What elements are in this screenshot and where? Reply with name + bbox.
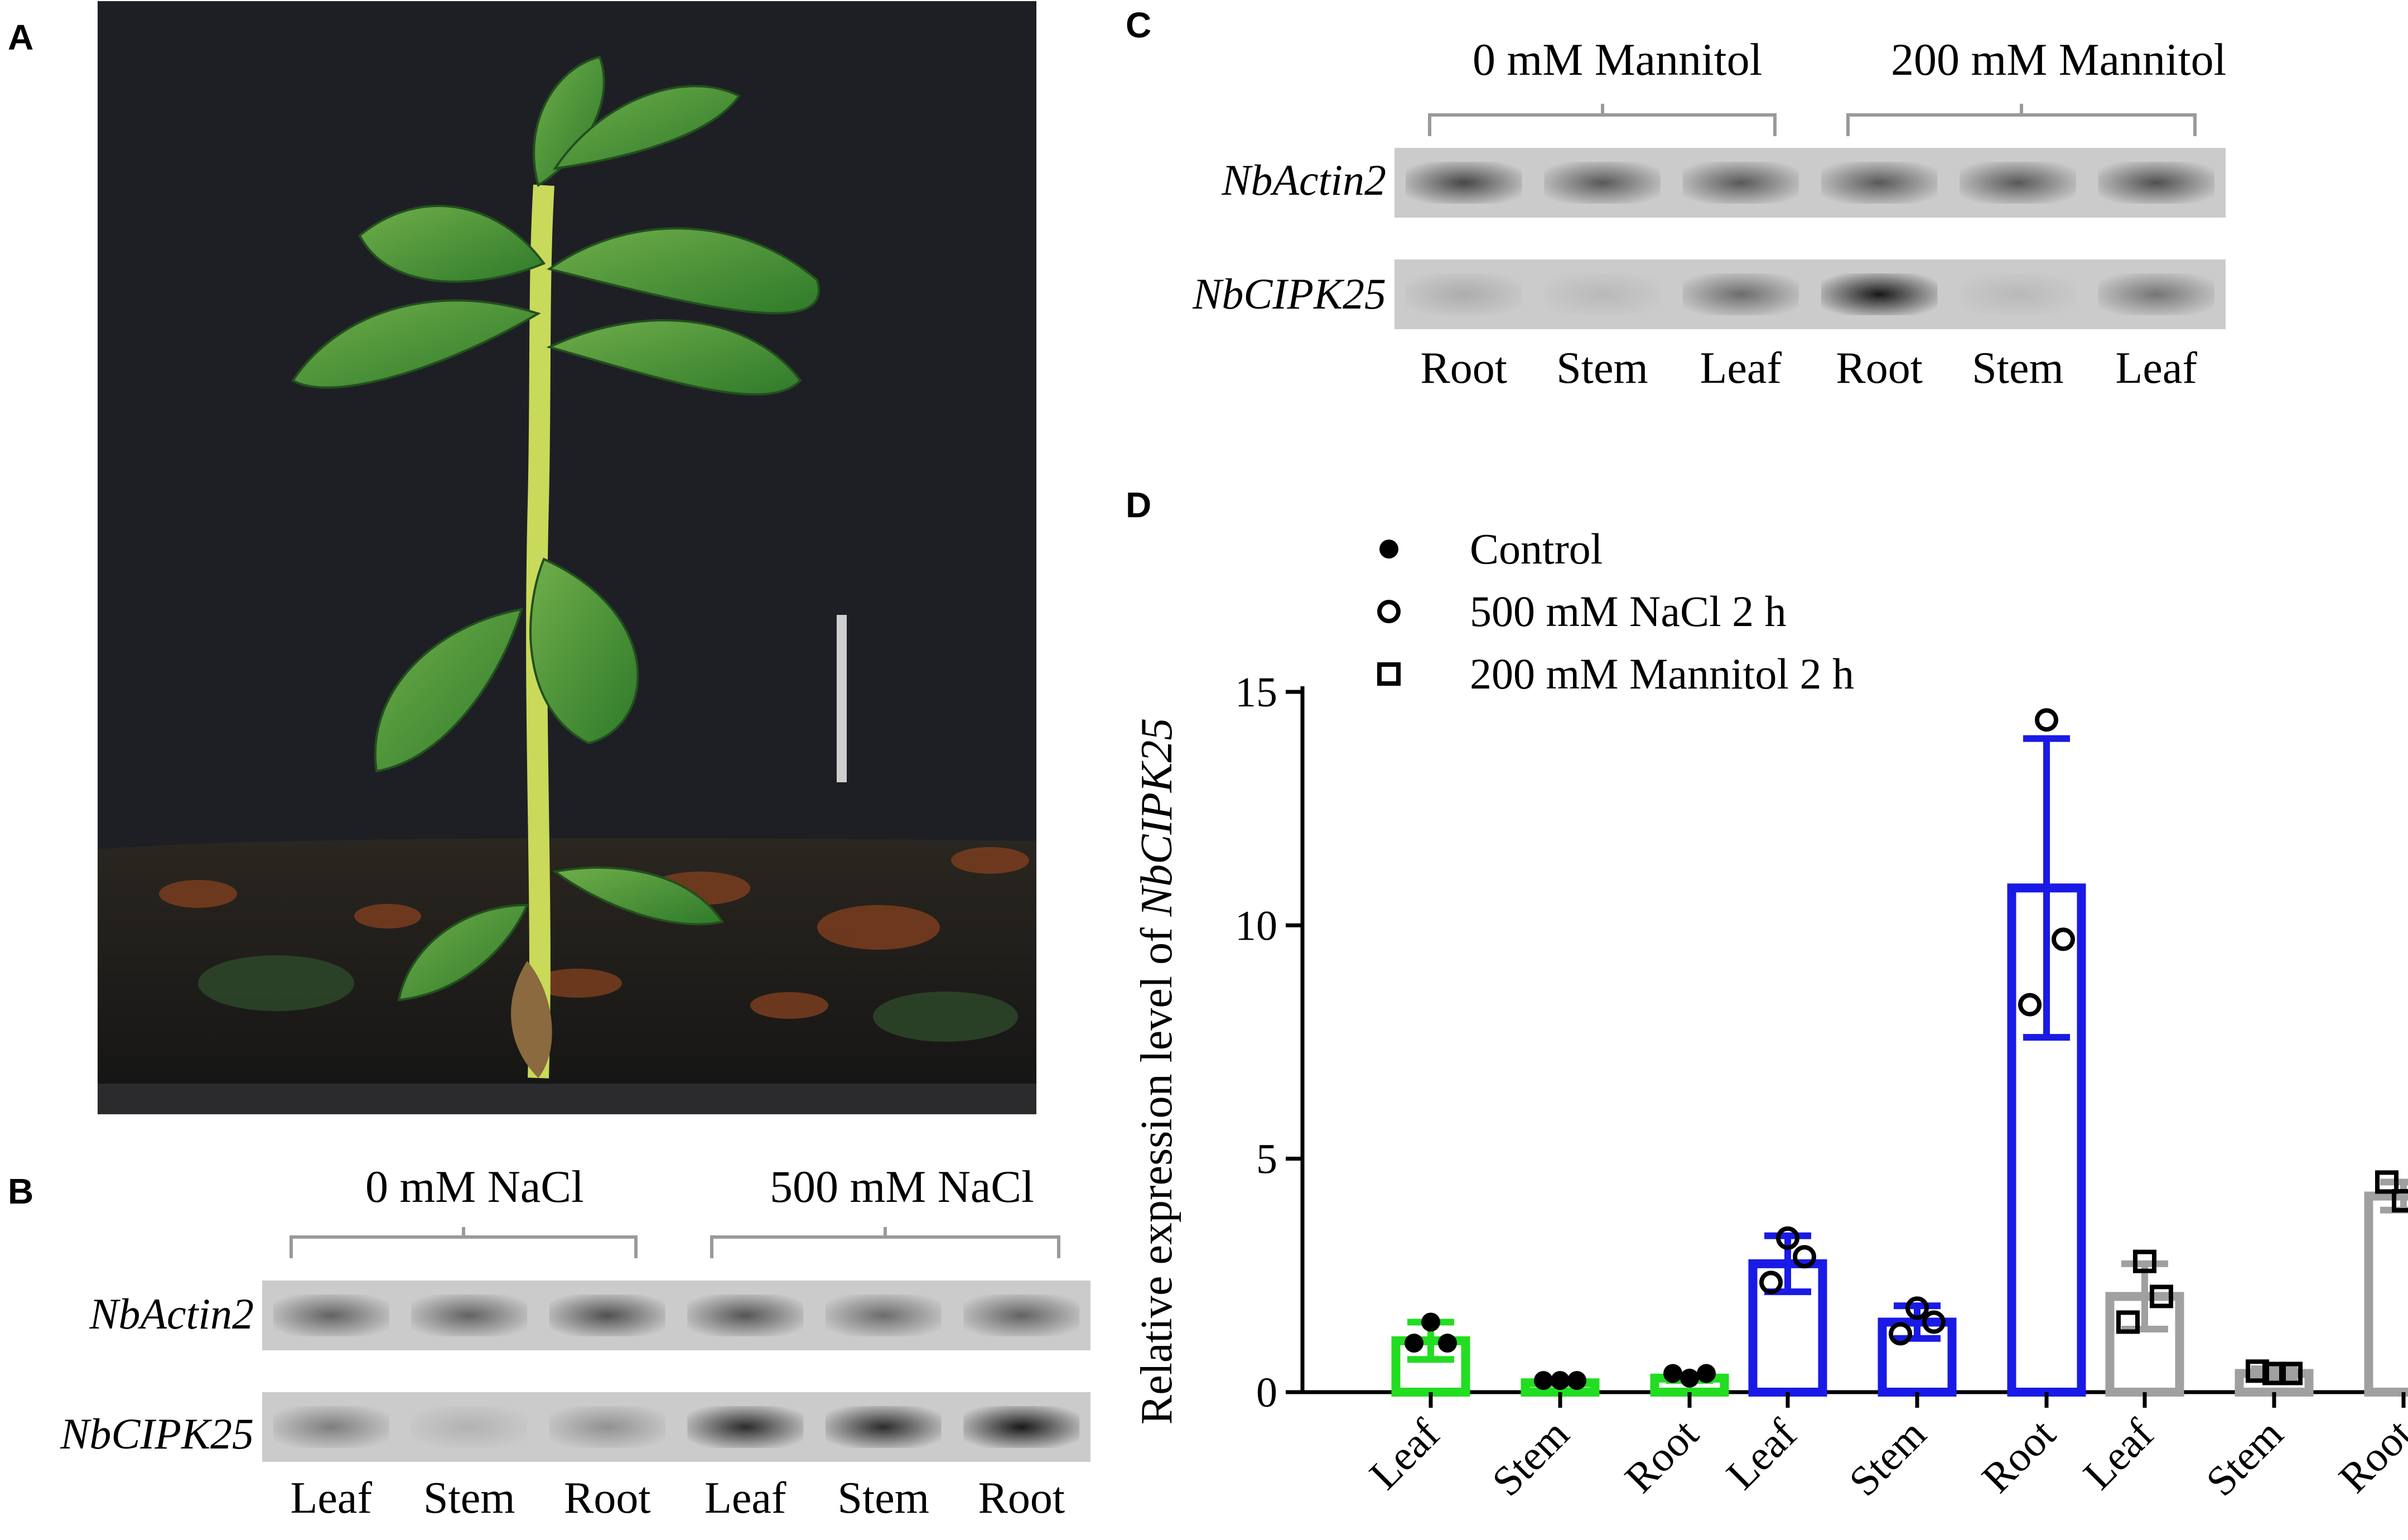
gel-image-c — [1394, 148, 2226, 332]
lane-label: Stem — [814, 1473, 953, 1524]
y-tick-label: 10 — [1235, 902, 1277, 949]
condition-label-c-1: 200 mM Mannitol — [1891, 33, 2226, 86]
x-tick-label: Leaf — [1360, 1410, 1449, 1498]
gel-band — [687, 1406, 803, 1448]
data-point — [1534, 1371, 1553, 1390]
condition-label-b-1: 500 mM NaCl — [770, 1161, 1034, 1213]
lane-label: Stem — [1533, 343, 1671, 394]
x-tick-label: Root — [2330, 1411, 2408, 1502]
gel-band — [1406, 162, 1522, 204]
gel-band — [273, 1294, 389, 1336]
gel-band — [963, 1406, 1079, 1448]
condition-label-b-0: 0 mM NaCl — [365, 1161, 584, 1213]
x-tick-label: Root — [1616, 1411, 1707, 1502]
gel-band — [1683, 273, 1799, 315]
bar — [2369, 1196, 2408, 1392]
data-point — [1567, 1371, 1586, 1390]
gel-band — [1960, 273, 2076, 315]
panel-letter-c: C — [1126, 4, 1151, 46]
y-axis-label: Relative expression level of NbCIPK25 — [1132, 718, 1181, 1424]
data-point — [2020, 995, 2039, 1014]
lane-label: Leaf — [262, 1473, 400, 1524]
y-tick-label: 5 — [1256, 1136, 1277, 1183]
data-point — [1438, 1334, 1457, 1353]
gel-band — [687, 1294, 803, 1336]
gene-label-c-1: NbCIPK25 — [1116, 269, 1386, 319]
gel-band — [1544, 273, 1661, 315]
plant-photo — [98, 1, 1036, 1114]
bracket-b — [279, 1225, 1104, 1269]
data-point — [1551, 1371, 1570, 1390]
expression-bar-chart: 0 5 10 15 Relative expression level of NbCIP… — [1116, 502, 2408, 1539]
gel-band — [1821, 273, 1938, 315]
lane-label: Root — [1394, 343, 1533, 394]
panel-letter-a: A — [8, 17, 33, 58]
gel-band — [549, 1294, 665, 1336]
gene-label-c-0: NbActin2 — [1116, 155, 1386, 205]
legend-label: 200 mM Mannitol 2 h — [1470, 649, 1854, 698]
gel-band — [1544, 162, 1661, 204]
legend-label: Control — [1470, 524, 1603, 573]
gel-band — [1683, 162, 1799, 204]
lane-label: Leaf — [1672, 343, 1810, 394]
scale-bar — [837, 615, 847, 782]
legend-marker — [1379, 665, 1398, 684]
data-point — [1405, 1334, 1423, 1353]
gel-band — [273, 1406, 389, 1448]
data-point — [2054, 930, 2073, 949]
legend-marker — [1379, 602, 1398, 621]
lane-label: Stem — [1948, 343, 2087, 394]
gel-band — [826, 1406, 942, 1448]
lane-label: Leaf — [2087, 343, 2226, 394]
data-point — [1697, 1364, 1716, 1383]
gene-label-b-1: NbCIPK25 — [0, 1409, 254, 1459]
lane-label: Leaf — [677, 1473, 815, 1524]
x-tick-label: Leaf — [1717, 1410, 1806, 1498]
x-tick-label: Root — [1973, 1411, 2064, 1502]
lane-label: Stem — [400, 1473, 539, 1524]
gel-band — [826, 1294, 942, 1336]
gel-band — [411, 1294, 527, 1336]
y-tick-label: 15 — [1235, 669, 1277, 716]
gel-band — [1960, 162, 2076, 204]
x-tick-label: Stem — [2197, 1411, 2292, 1505]
y-tick-label: 0 — [1256, 1369, 1277, 1416]
data-point — [1663, 1364, 1682, 1383]
legend-marker — [1379, 540, 1398, 559]
lane-label: Root — [953, 1473, 1091, 1524]
panel-letter-b: B — [8, 1171, 33, 1212]
x-tick-label: Stem — [1483, 1411, 1578, 1505]
plant-illustration — [98, 1, 1036, 1114]
gel-band — [963, 1294, 1079, 1336]
data-point — [1680, 1369, 1699, 1388]
lane-label: Root — [1810, 343, 1948, 394]
data-point — [2037, 710, 2056, 729]
x-tick-label: Stem — [1840, 1411, 1935, 1505]
data-point — [1421, 1313, 1440, 1332]
gene-label-b-0: NbActin2 — [0, 1289, 254, 1339]
condition-label-c-0: 0 mM Mannitol — [1473, 33, 1762, 86]
x-tick-label: Leaf — [2074, 1410, 2163, 1498]
gel-band — [2098, 162, 2215, 204]
lane-label: Root — [538, 1473, 677, 1524]
gel-band — [1406, 273, 1522, 315]
gel-band — [1821, 162, 1938, 204]
gel-band — [549, 1406, 665, 1448]
legend-label: 500 mM NaCl 2 h — [1470, 587, 1787, 636]
bracket-c — [1420, 96, 2212, 141]
gel-image-b — [262, 1281, 1090, 1465]
gel-band — [2098, 273, 2215, 315]
gel-band — [411, 1406, 527, 1448]
